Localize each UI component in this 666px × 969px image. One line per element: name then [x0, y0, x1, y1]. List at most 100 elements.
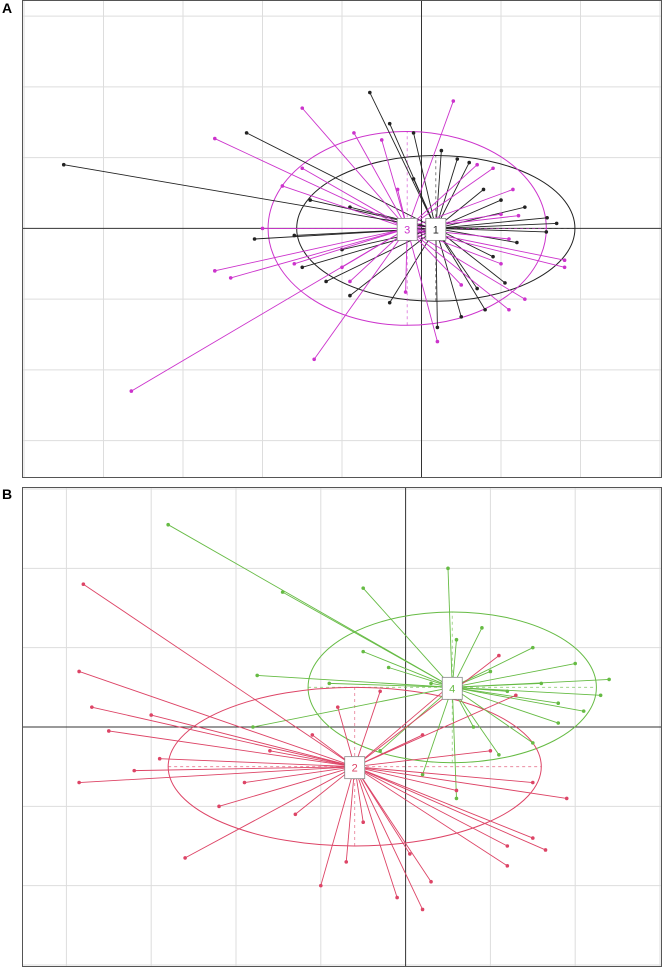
group-4-point: [255, 673, 259, 678]
group-2-point: [564, 796, 569, 801]
group-2-spoke: [354, 766, 533, 783]
group-2-spoke: [91, 706, 355, 768]
panel-b-letter: B: [2, 486, 13, 502]
group-3-point: [300, 166, 305, 171]
group-4-spoke: [388, 667, 453, 688]
group-2-spoke: [159, 758, 355, 768]
group-3-point: [459, 283, 464, 287]
group-1-spoke: [435, 162, 470, 229]
group-2-point: [157, 756, 162, 761]
group-1-point: [435, 325, 440, 330]
group-1-point: [459, 315, 464, 319]
group-2-spoke: [320, 766, 356, 886]
group-2-point: [107, 729, 111, 733]
group-3-spoke: [407, 227, 509, 240]
group-1-spoke: [435, 227, 547, 233]
group-1-point: [411, 177, 416, 181]
group-2-point: [217, 804, 221, 809]
group-1-point: [387, 300, 392, 305]
group-4-point: [505, 689, 510, 694]
group-1-spoke: [435, 222, 557, 229]
group-2-spoke: [83, 583, 355, 768]
group-3-point: [213, 269, 217, 273]
group-1-point: [348, 293, 352, 298]
group-3-centroid-box: [396, 217, 418, 241]
group-2-spoke: [218, 766, 355, 807]
group-3-spoke: [353, 132, 408, 229]
group-3-point: [228, 276, 233, 280]
group-4-spoke: [257, 674, 453, 688]
group-4-point: [531, 741, 535, 745]
group-4-point: [556, 701, 561, 705]
group-1-point: [483, 307, 487, 312]
panel-a-letter: A: [2, 0, 13, 16]
group-1-point: [324, 279, 328, 284]
group-4-point: [531, 645, 535, 650]
group-1-point: [300, 265, 305, 270]
group-3-point: [348, 279, 352, 284]
group-3-point: [491, 166, 495, 171]
group-2-spoke: [354, 766, 508, 867]
group-2-point: [268, 749, 272, 753]
group-2-spoke: [354, 655, 500, 768]
group-2-spoke: [244, 766, 355, 783]
group-4-point: [454, 637, 459, 642]
group-3-point: [213, 136, 217, 141]
group-2-point: [454, 788, 459, 793]
group-2-spoke: [79, 766, 355, 783]
group-4-point: [539, 681, 544, 686]
group-2-point: [505, 864, 510, 868]
group-4-spoke: [447, 568, 453, 688]
group-4-spoke: [422, 687, 453, 775]
group-1-spoke: [435, 228, 438, 328]
group-2-spoke: [134, 766, 355, 772]
group-1-point: [467, 160, 472, 165]
group-4-spoke: [329, 682, 453, 688]
group-4-point: [581, 709, 586, 713]
group-4-point: [480, 626, 484, 630]
group-3-point: [435, 339, 440, 344]
group-1-centroid-box: [425, 217, 447, 241]
group-4-point: [607, 677, 611, 682]
group-1-point: [252, 237, 257, 241]
group-3-point: [499, 212, 503, 217]
group-4-point: [497, 752, 501, 757]
group-2-spoke: [108, 730, 355, 768]
group-1-spoke: [435, 217, 548, 229]
group-3-spoke: [381, 139, 408, 229]
group-2-point: [183, 856, 187, 860]
group-2-point: [395, 895, 399, 900]
group-4-point: [251, 725, 255, 729]
group-4-point: [361, 586, 366, 590]
group-2-point: [420, 733, 425, 737]
group-4-spoke: [167, 524, 453, 688]
group-3-spoke: [406, 228, 510, 311]
group-3-spoke: [313, 228, 408, 360]
group-2-point: [335, 705, 340, 709]
group-4-point: [556, 721, 561, 725]
group-4-spoke: [452, 663, 576, 688]
group-2-point: [531, 780, 535, 785]
group-4-point: [280, 590, 285, 594]
group-1-point: [348, 205, 352, 209]
group-2-point: [361, 820, 366, 824]
group-4-point: [454, 796, 459, 801]
group-3-spoke: [406, 164, 478, 229]
group-3-centroid-label: 3: [404, 224, 410, 236]
group-4-spoke: [451, 686, 534, 744]
group-3-point: [280, 184, 285, 188]
group-1-point: [499, 198, 503, 202]
group-4-point: [386, 665, 391, 670]
group-1-point: [475, 286, 479, 291]
group-2-spoke: [354, 766, 508, 847]
group-4-spoke: [452, 682, 542, 688]
group-4-point: [573, 661, 577, 666]
group-3-spoke: [341, 228, 408, 268]
group-2-spoke: [354, 766, 423, 910]
group-4-point: [446, 566, 450, 571]
group-2-spoke: [354, 686, 449, 768]
group-2-point: [310, 733, 315, 737]
group-3-spoke: [406, 228, 438, 342]
group-2-point: [132, 768, 137, 773]
group-3-point: [516, 213, 521, 218]
